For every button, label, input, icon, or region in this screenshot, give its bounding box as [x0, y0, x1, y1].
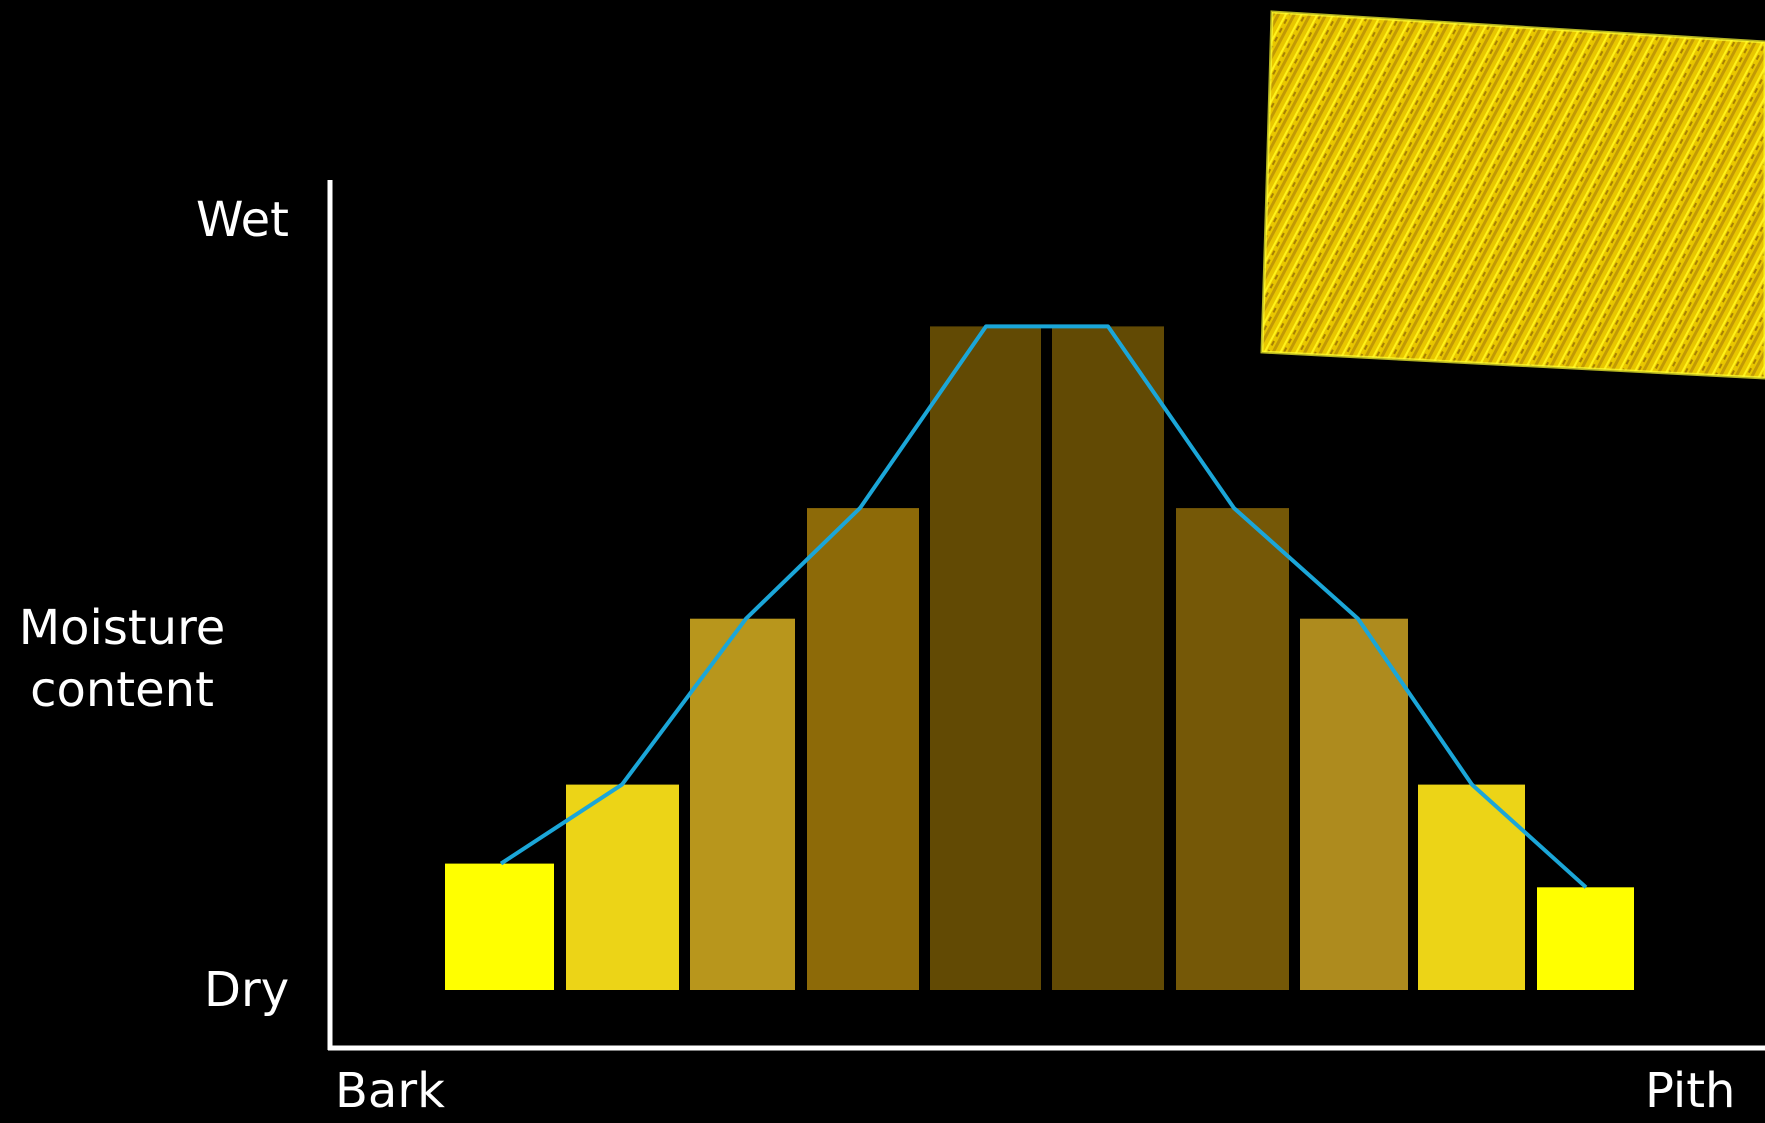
- y-tick-label-wet: Wet: [196, 192, 289, 248]
- line-layer: [499, 324, 1588, 889]
- bar-3: [690, 618, 795, 990]
- axes-layer: [327, 180, 1765, 1051]
- bar-7: [1176, 508, 1289, 990]
- x-tick-label-bark: Bark: [335, 1063, 445, 1119]
- bar-4: [807, 508, 919, 990]
- bar-6: [1052, 326, 1164, 990]
- x-tick-label-pith: Pith: [1645, 1063, 1736, 1119]
- moisture-profile-line: [499, 324, 1588, 889]
- bar-5: [930, 326, 1041, 990]
- bar-2: [566, 784, 679, 990]
- bar-8: [1300, 618, 1408, 990]
- bar-1: [445, 863, 554, 990]
- bar-10: [1537, 887, 1634, 990]
- bars-layer: [445, 326, 1634, 990]
- y-axis-label: Moisture content: [18, 600, 226, 718]
- wood-sample-image: [1260, 10, 1765, 380]
- y-tick-label-dry: Dry: [204, 962, 290, 1018]
